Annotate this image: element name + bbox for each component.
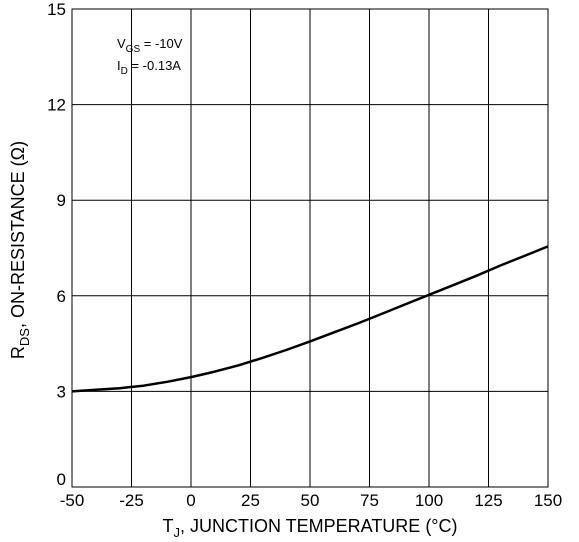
series-line <box>71 245 549 393</box>
plot-frame <box>71 8 549 488</box>
y-tick-label: 9 <box>57 191 66 210</box>
x-tick-label: 100 <box>415 491 443 510</box>
x-tick-label: -50 <box>60 491 85 510</box>
annotation-vgs: VGS = -10V <box>117 36 183 55</box>
x-tick-label: 0 <box>186 491 195 510</box>
x-tick-label: 125 <box>474 491 502 510</box>
grid <box>72 9 548 487</box>
y-tick-labels: 0 3 6 9 12 15 <box>47 0 66 489</box>
annotation-id: ID = -0.13A <box>117 58 181 77</box>
x-tick-label: 50 <box>301 491 320 510</box>
x-tick-label: 75 <box>360 491 379 510</box>
x-tick-label: -25 <box>119 491 144 510</box>
y-tick-label: 6 <box>57 287 66 306</box>
x-axis-label: TJ, JUNCTION TEMPERATURE (°C) <box>162 516 457 540</box>
x-tick-labels: -50 -25 0 25 50 75 100 125 150 <box>60 491 562 510</box>
series-layer <box>71 245 549 393</box>
x-tick-label: 25 <box>241 491 260 510</box>
x-tick-label: 150 <box>534 491 562 510</box>
y-tick-label: 0 <box>57 470 66 489</box>
y-axis-label: RDS, ON-RESISTANCE (Ω) <box>8 141 32 359</box>
y-tick-label: 15 <box>47 0 66 19</box>
y-tick-label: 12 <box>47 96 66 115</box>
y-tick-label: 3 <box>57 382 66 401</box>
